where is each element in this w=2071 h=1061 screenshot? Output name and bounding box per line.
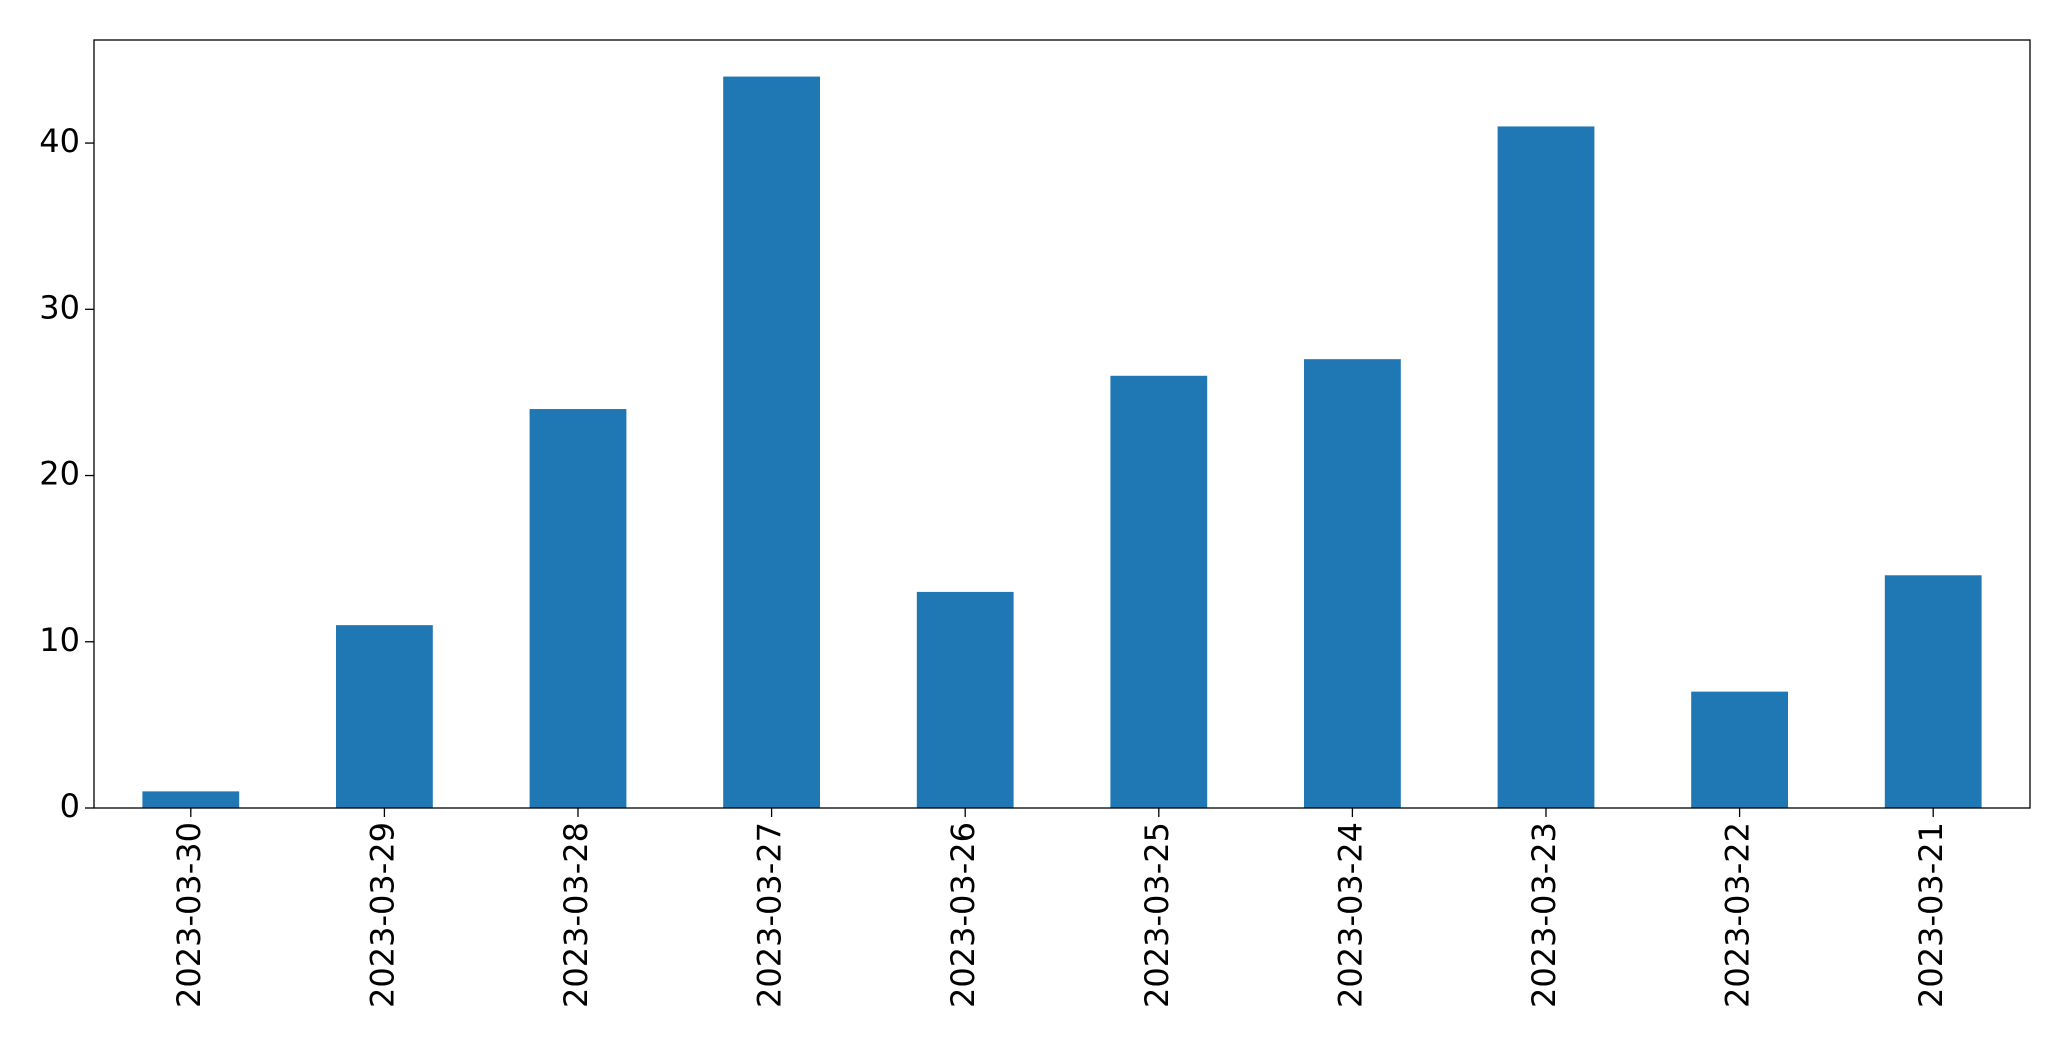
x-tick-label: 2023-03-21 — [1912, 822, 1950, 1008]
bar — [1304, 359, 1401, 808]
x-tick-label: 2023-03-29 — [363, 822, 401, 1008]
bar — [529, 409, 627, 808]
x-tick-label: 2023-03-28 — [557, 822, 595, 1008]
y-tick-label: 0 — [60, 787, 80, 825]
x-tick-label: 2023-03-27 — [751, 822, 789, 1008]
bar — [723, 76, 820, 809]
y-tick-label: 30 — [39, 288, 80, 326]
y-tick-label: 20 — [39, 455, 80, 493]
x-tick-label: 2023-03-26 — [944, 822, 982, 1008]
x-tick-label: 2023-03-25 — [1138, 822, 1176, 1008]
x-tick-label: 2023-03-22 — [1719, 822, 1757, 1008]
bar — [1691, 691, 1788, 808]
y-tick-label: 40 — [39, 122, 80, 160]
plot-frame — [93, 39, 2031, 809]
bar — [1884, 575, 1982, 808]
bar — [336, 625, 433, 808]
bar — [1110, 375, 1208, 808]
x-tick-label: 2023-03-24 — [1331, 822, 1369, 1008]
x-tick-label: 2023-03-23 — [1525, 822, 1563, 1008]
x-tick-label: 2023-03-30 — [170, 822, 208, 1008]
bar — [142, 791, 240, 808]
y-tick-label: 10 — [39, 621, 80, 659]
bar — [1497, 126, 1595, 809]
bar — [916, 591, 1014, 808]
